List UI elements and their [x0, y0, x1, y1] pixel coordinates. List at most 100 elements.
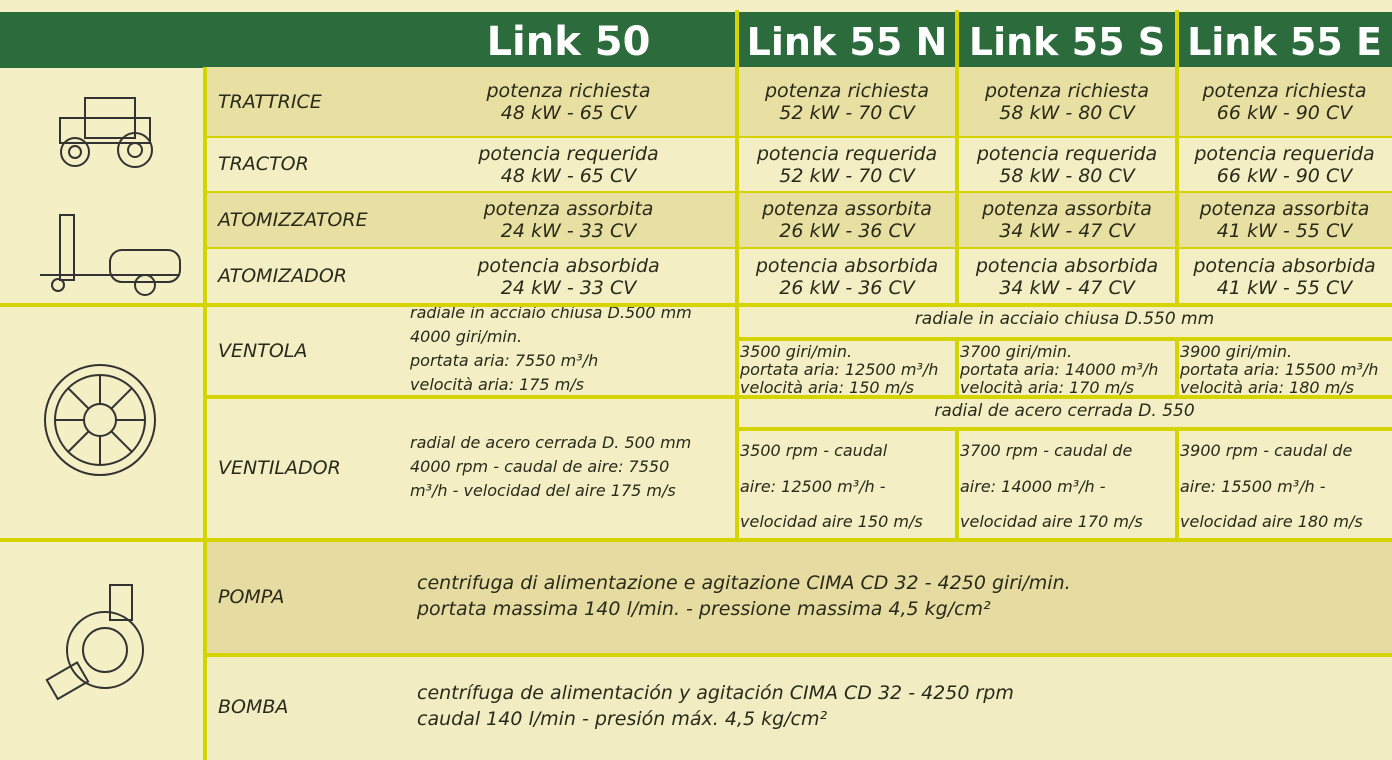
tractor-icon [59, 97, 153, 168]
row-background [205, 397, 1392, 540]
cell-text: velocidad aire 180 m/s [1180, 512, 1363, 532]
column-divider [955, 337, 959, 397]
row-divider [205, 395, 1392, 399]
column-header: Link 55 E [1187, 20, 1382, 64]
cell-text: 4000 rpm - caudal de aire: 7550 [410, 456, 670, 476]
column-divider [1175, 427, 1179, 540]
cell-text: radial de acero cerrada D. 500 mm [410, 432, 692, 452]
row-divider [0, 538, 1392, 542]
cell-text: aire: 12500 m³/h - [740, 476, 886, 496]
cell-text: 58 kW - 80 CV [999, 102, 1135, 124]
cell-text: potencia requerida [976, 142, 1158, 165]
cell-text: centrífuga de alimentación y agitación C… [417, 681, 1014, 704]
cell-text: potenza richiesta [486, 80, 651, 102]
cell-text: 66 kW - 90 CV [1216, 102, 1353, 124]
cell-text: 26 kW - 36 CV [779, 276, 915, 299]
cell-text: 24 kW - 33 CV [500, 276, 637, 299]
row-label: TRATTRICE [218, 91, 322, 113]
cell-text: caudal 140 l/min - presión máx. 4,5 kg/c… [417, 707, 828, 730]
cell-text: velocidad aire 170 m/s [960, 512, 1143, 532]
row-background [205, 67, 1392, 137]
row-label: TRACTOR [218, 153, 309, 175]
row-label: ATOMIZADOR [218, 265, 347, 287]
cell-text: 41 kW - 55 CV [1216, 220, 1353, 242]
row-label: VENTOLA [218, 340, 308, 362]
pump-icon [45, 584, 144, 701]
cell-text: velocità aria: 170 m/s [960, 378, 1134, 397]
column-divider [1175, 337, 1179, 397]
fan-icon [44, 364, 156, 476]
cell-text: 3900 rpm - caudal de [1180, 441, 1353, 460]
cell-text: potencia absorbida [477, 254, 660, 277]
cell-text: 3500 giri/min. [740, 342, 853, 361]
cell-text: potenza assorbita [982, 198, 1152, 220]
cell-text: radiale in acciaio chiusa D.500 mm [410, 303, 692, 322]
column-divider [735, 305, 739, 540]
cell-text: 52 kW - 70 CV [779, 102, 915, 124]
cell-text: 34 kW - 47 CV [999, 220, 1135, 242]
cell-text: 34 kW - 47 CV [999, 276, 1135, 299]
cell-text: velocità aria: 175 m/s [410, 375, 584, 394]
row-label: BOMBA [218, 696, 289, 718]
row-divider [205, 247, 1392, 249]
cell-text: potenza assorbita [762, 198, 932, 220]
cell-text: 48 kW - 65 CV [500, 102, 637, 124]
sprayer-icon [40, 214, 181, 296]
column-header: Link 55 S [968, 20, 1166, 64]
column-header: Link 55 N [746, 20, 948, 64]
cell-text: potencia requerida [1194, 142, 1375, 165]
cell-text: 41 kW - 55 CV [1216, 276, 1353, 299]
cell-text: portata aria: 12500 m³/h [740, 360, 939, 379]
cell-text: m³/h - velocidad del aire 175 m/s [410, 480, 676, 500]
span-text: radiale in acciaio chiusa D.550 mm [914, 309, 1215, 329]
cell-text: portata aria: 7550 m³/h [410, 351, 599, 370]
row-background [205, 540, 1392, 655]
cell-text: velocidad aire 150 m/s [740, 512, 923, 532]
cell-text: aire: 14000 m³/h - [960, 476, 1106, 496]
cell-text: 4000 giri/min. [410, 327, 523, 346]
cell-text: 3500 rpm - caudal [740, 441, 888, 460]
cell-text: potenza richiesta [764, 80, 930, 102]
row-divider [205, 136, 1392, 138]
cell-text: portata aria: 14000 m³/h [960, 360, 1159, 379]
cell-text: potencia requerida [756, 142, 938, 165]
cell-text: 3700 giri/min. [960, 342, 1073, 361]
row-label: POMPA [218, 586, 285, 608]
column-divider [1175, 10, 1179, 305]
cell-text: potencia absorbida [1193, 254, 1376, 277]
cell-text: 48 kW - 65 CV [500, 164, 637, 187]
row-divider [205, 191, 1392, 193]
column-divider [203, 67, 207, 760]
cell-text: potencia absorbida [755, 254, 939, 277]
cell-text: potenza richiesta [984, 80, 1150, 102]
cell-text: 3900 giri/min. [1180, 342, 1293, 361]
header-band [0, 12, 1392, 68]
cell-text: potenza assorbita [483, 198, 654, 220]
cell-text: potencia requerida [478, 142, 659, 165]
row-background [205, 655, 1392, 760]
cell-text: portata massima 140 l/min. - pressione m… [417, 597, 991, 620]
span-text: radial de acero cerrada D. 550 [934, 401, 1195, 421]
cell-text: velocità aria: 150 m/s [740, 378, 914, 397]
cell-text: 52 kW - 70 CV [779, 164, 915, 187]
column-divider [955, 427, 959, 540]
cell-text: centrifuga di alimentazione e agitazione… [417, 571, 1071, 594]
cell-text: portata aria: 15500 m³/h [1180, 360, 1379, 379]
cell-text: 3700 rpm - caudal de [960, 441, 1133, 460]
cell-text: 24 kW - 33 CV [500, 220, 637, 242]
cell-text: 66 kW - 90 CV [1216, 164, 1353, 187]
cell-text: 26 kW - 36 CV [779, 220, 915, 242]
cell-text: potenza richiesta [1202, 80, 1367, 102]
row-label: VENTILADOR [218, 457, 341, 479]
span-divider [737, 427, 1392, 431]
row-divider [0, 303, 1392, 307]
row-background [205, 192, 1392, 248]
cell-text: 58 kW - 80 CV [999, 164, 1135, 187]
row-background [205, 248, 1392, 305]
cell-text: potencia absorbida [975, 254, 1159, 277]
row-label: ATOMIZZATORE [218, 209, 368, 231]
icons [40, 97, 181, 701]
row-background [205, 305, 1392, 397]
span-divider [737, 337, 1392, 341]
